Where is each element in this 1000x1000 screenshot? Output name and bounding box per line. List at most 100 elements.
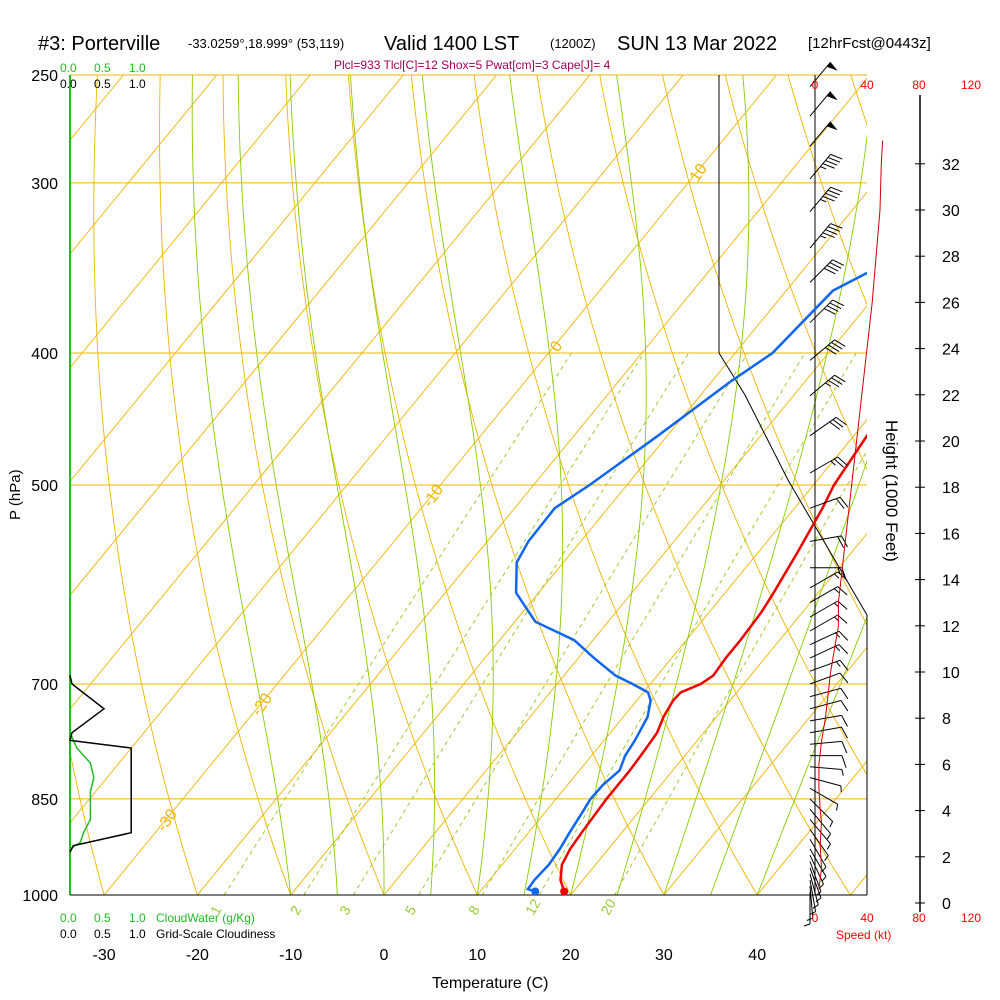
barb-half bbox=[826, 833, 831, 840]
isotherm-label: -10 bbox=[420, 482, 447, 511]
temperature-profile bbox=[559, 433, 867, 892]
height-tick-label: 20 bbox=[942, 434, 960, 451]
wind-barb bbox=[809, 854, 824, 889]
wind-barb bbox=[810, 755, 847, 768]
height-tick-label: 26 bbox=[942, 295, 960, 312]
barb-half bbox=[820, 235, 827, 239]
barb-full bbox=[832, 259, 845, 266]
barb-pennant bbox=[826, 121, 838, 131]
temperature-tick-label: -30 bbox=[93, 947, 116, 964]
barb-half bbox=[833, 588, 840, 594]
speed-tick-top: 80 bbox=[912, 78, 926, 92]
mixing-ratio-label: 5 bbox=[401, 903, 419, 918]
speed-axis-label: Speed (kt) bbox=[836, 928, 891, 942]
isotherm-line bbox=[70, 75, 404, 483]
cloudiness-tick-top-1: 0.5 bbox=[94, 77, 111, 91]
wind-speed-profile bbox=[818, 140, 884, 890]
wind-barb bbox=[809, 223, 843, 249]
cloud-panel bbox=[69, 675, 132, 853]
wind-barb bbox=[803, 892, 811, 927]
wind-barb bbox=[809, 787, 839, 811]
barb-full bbox=[841, 741, 848, 754]
barb-staff bbox=[809, 886, 814, 919]
barb-full bbox=[837, 586, 848, 596]
barb-full bbox=[841, 535, 848, 548]
cloudwater-tick-bottom-0: 0.0 bbox=[60, 911, 77, 925]
barb-staff bbox=[809, 819, 831, 845]
cloudiness-tick-bottom-2: 1.0 bbox=[129, 927, 146, 941]
moist-adiabat bbox=[421, 75, 494, 895]
mixing-ratio-label: 2 bbox=[287, 903, 305, 918]
barb-staff bbox=[809, 586, 838, 604]
height-tick-label: 0 bbox=[942, 896, 951, 913]
cloudiness-label: Grid-Scale Cloudiness bbox=[156, 927, 275, 941]
isotherm-label: 10 bbox=[687, 161, 711, 185]
barb-half bbox=[812, 904, 819, 909]
height-tick-label: 16 bbox=[942, 526, 960, 543]
barb-full bbox=[839, 496, 849, 508]
barb-staff bbox=[809, 687, 842, 698]
moist-adiabat bbox=[191, 75, 292, 895]
barb-full bbox=[830, 223, 843, 229]
barb-half bbox=[841, 769, 844, 776]
barb-full bbox=[839, 659, 849, 671]
height-tick-label: 12 bbox=[942, 619, 960, 636]
barb-half bbox=[840, 785, 842, 793]
height-tick-label: 14 bbox=[942, 573, 960, 590]
moist-adiabat bbox=[289, 75, 385, 895]
wind-barb bbox=[809, 819, 831, 850]
wind-barb bbox=[809, 153, 843, 180]
wind-barb bbox=[809, 777, 842, 793]
barb-full bbox=[832, 299, 845, 307]
pressure-tick-label: 1000 bbox=[22, 888, 58, 905]
wind-speed-curve bbox=[818, 140, 884, 890]
surface-temperature-dot bbox=[560, 887, 569, 895]
pressure-tick-label: 300 bbox=[31, 176, 58, 193]
barb-half bbox=[821, 866, 827, 872]
pressure-tick-label: 400 bbox=[31, 346, 58, 363]
dry-adiabat bbox=[222, 75, 385, 895]
wind-barb bbox=[809, 687, 849, 700]
pressure-gridlines bbox=[70, 74, 867, 896]
barb-staff bbox=[809, 571, 838, 589]
cloudwater-tick-top-1: 0.5 bbox=[94, 61, 111, 75]
wind-barb bbox=[809, 416, 847, 437]
station-title: #3: Porterville bbox=[38, 33, 160, 55]
temperature-axis-label: Temperature (C) bbox=[432, 975, 548, 992]
barb-staff bbox=[809, 535, 842, 542]
temperature-tick-label: 20 bbox=[562, 947, 580, 964]
barb-half bbox=[803, 923, 811, 927]
wind-barb bbox=[809, 700, 849, 712]
isotherm-label: -30 bbox=[154, 806, 181, 835]
height-tick-label: 30 bbox=[942, 203, 960, 220]
wind-barb bbox=[809, 879, 817, 915]
mixing-ratio-label: 20 bbox=[597, 896, 619, 918]
barb-full bbox=[834, 374, 846, 383]
speed-tick-top: 120 bbox=[961, 78, 981, 92]
wind-barb bbox=[809, 614, 848, 632]
wind-barb bbox=[809, 456, 848, 474]
moist-adiabat bbox=[237, 75, 338, 895]
barb-staff bbox=[809, 339, 835, 361]
barb-staff bbox=[809, 496, 841, 509]
wind-barb bbox=[809, 339, 846, 361]
barb-full bbox=[841, 726, 848, 739]
height-tick-label: 18 bbox=[942, 480, 960, 497]
temperature-tick-label: -20 bbox=[186, 947, 209, 964]
mixing-ratio-line bbox=[418, 352, 749, 895]
cloudwater-tick-top-2: 1.0 bbox=[129, 61, 146, 75]
isotherm-line bbox=[70, 75, 218, 255]
barb-full bbox=[829, 262, 842, 269]
barb-half bbox=[809, 911, 816, 915]
wind-barb bbox=[809, 91, 838, 117]
barb-staff bbox=[809, 186, 831, 213]
dry-adiabat bbox=[968, 51, 1000, 924]
forecast-date: SUN 13 Mar 2022 bbox=[617, 33, 777, 55]
wind-barb bbox=[809, 838, 827, 872]
height-tick-label: 32 bbox=[942, 157, 960, 174]
isotherm-line bbox=[850, 874, 867, 895]
barb-full bbox=[840, 688, 849, 700]
pressure-tick-label: 500 bbox=[31, 478, 58, 495]
barb-half bbox=[837, 567, 841, 574]
